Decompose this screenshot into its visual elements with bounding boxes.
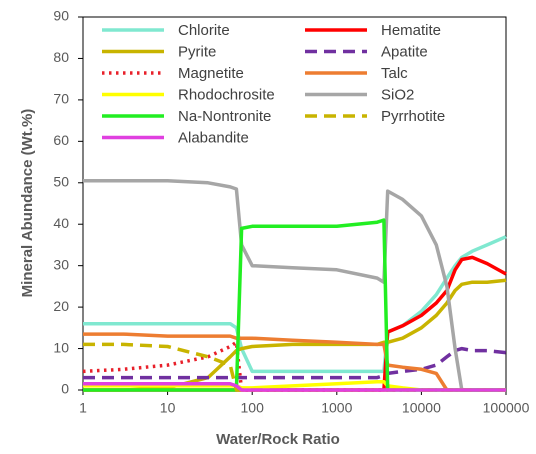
x-tick-label: 1: [79, 400, 87, 416]
x-tick-label: 1000: [321, 400, 352, 416]
legend-label: Hematite: [381, 22, 441, 39]
y-tick-label: 10: [53, 339, 69, 355]
legend-label: Talc: [381, 65, 408, 82]
legend-label: Chlorite: [178, 22, 230, 39]
x-axis-title: Water/Rock Ratio: [216, 431, 340, 448]
y-axis-title: Mineral Abundance (Wt.%): [19, 109, 36, 298]
legend-label: Magnetite: [178, 65, 244, 82]
series-line: [83, 178, 506, 392]
y-tick-label: 0: [61, 381, 69, 397]
y-tick-label: 70: [53, 91, 69, 107]
legend-label: Pyrrhotite: [381, 108, 445, 125]
series-line: [83, 218, 506, 392]
legend-label: Pyrite: [178, 43, 216, 60]
y-tick-label: 80: [53, 49, 69, 65]
y-tick-label: 20: [53, 298, 69, 314]
legend-label: Apatite: [381, 43, 428, 60]
series-line: [83, 342, 506, 392]
legend-label: Na-Nontronite: [178, 108, 271, 125]
series-line: [83, 235, 507, 374]
x-tick-label: 10: [160, 400, 176, 416]
y-tick-label: 50: [53, 173, 69, 189]
series-line: [83, 382, 506, 392]
x-tick-label: 10000: [402, 400, 441, 416]
legend-label: Rhodochrosite: [178, 86, 275, 103]
legend-label: Alabandite: [178, 129, 249, 146]
y-tick-label: 90: [53, 8, 69, 24]
x-tick-label: 100000: [483, 400, 530, 416]
series-line: [83, 346, 507, 380]
y-tick-label: 40: [53, 215, 69, 231]
x-tick-label: 100: [241, 400, 265, 416]
legend-label: SiO2: [381, 86, 414, 103]
y-tick-label: 30: [53, 256, 69, 272]
y-tick-label: 60: [53, 132, 69, 148]
